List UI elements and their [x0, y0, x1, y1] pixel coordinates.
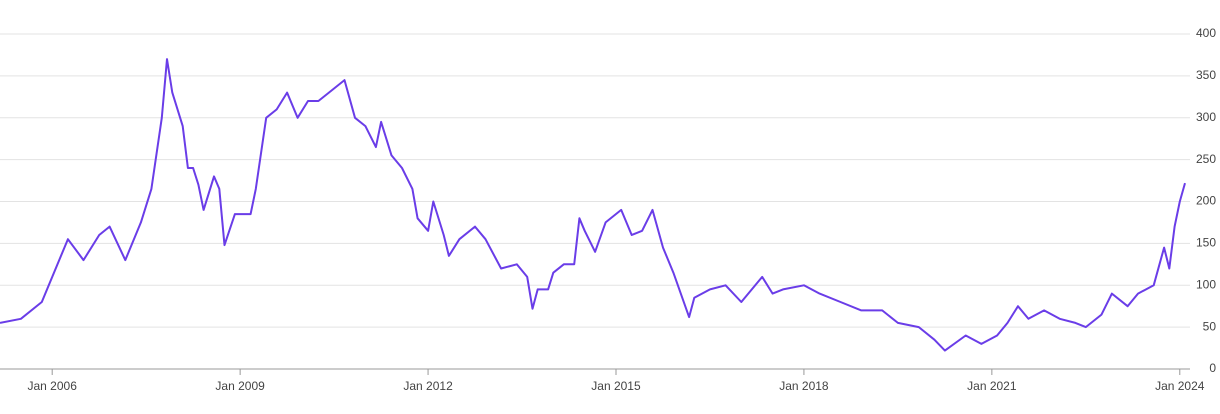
y-tick-label: 200: [1196, 194, 1216, 208]
y-tick-label: 150: [1196, 236, 1216, 250]
x-tick-label: Jan 2009: [215, 379, 265, 393]
x-tick-label: Jan 2006: [28, 379, 78, 393]
x-tick-label: Jan 2012: [403, 379, 453, 393]
y-tick-label: 0: [1209, 361, 1216, 375]
line-series: [0, 58, 1186, 352]
y-tick-label: 350: [1196, 68, 1216, 82]
x-tick-label: Jan 2021: [967, 379, 1017, 393]
x-tick-label: Jan 2024: [1155, 379, 1205, 393]
y-tick-label: 50: [1203, 319, 1217, 333]
y-tick-label: 100: [1196, 277, 1216, 291]
y-tick-label: 300: [1196, 110, 1216, 124]
x-tick-label: Jan 2015: [591, 379, 641, 393]
y-tick-label: 250: [1196, 152, 1216, 166]
x-tick-label: Jan 2018: [779, 379, 829, 393]
y-tick-label: 400: [1196, 26, 1216, 40]
